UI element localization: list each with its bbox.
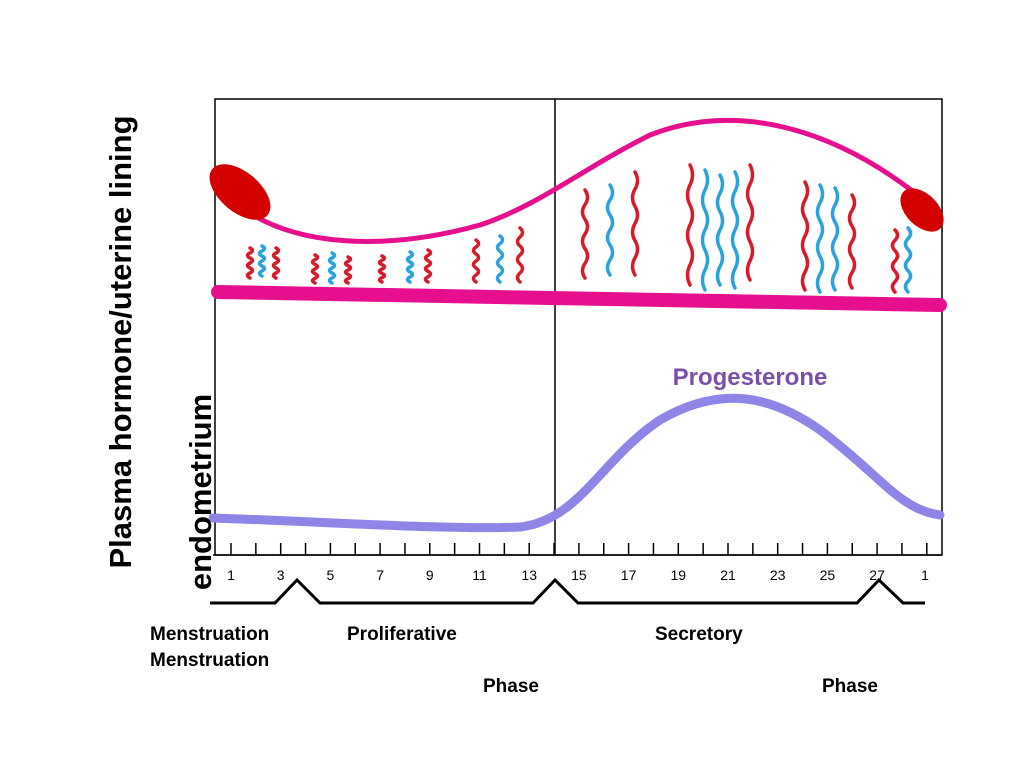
day-label: 27 [869, 567, 885, 583]
gland [471, 238, 481, 284]
gland [890, 228, 900, 294]
lining-base [211, 285, 947, 312]
day-label: 15 [571, 567, 587, 583]
gland [310, 253, 320, 285]
day-label: 19 [671, 567, 687, 583]
gland [715, 173, 725, 287]
gland [271, 246, 281, 280]
day-label: 11 [472, 567, 487, 583]
menses-blob [900, 188, 944, 232]
phase-label: Phase [822, 676, 878, 697]
day-label: 9 [426, 567, 434, 583]
gland [580, 188, 590, 280]
gland [495, 234, 505, 284]
curve-label: Progesterone [673, 364, 828, 391]
endometrium-glands [245, 163, 913, 294]
gland [377, 254, 387, 284]
gland [800, 180, 810, 292]
gland [847, 193, 857, 290]
day-label: 7 [376, 567, 384, 583]
axis-label: Plasma hormone/uterine lining [103, 115, 138, 568]
menses-blob [209, 164, 271, 220]
day-label: 23 [770, 567, 786, 583]
phase-label: Menstruation [150, 650, 269, 671]
gland [685, 163, 695, 287]
gland [745, 163, 755, 282]
phase-label: Menstruation [150, 624, 269, 645]
axis-label: endometrium [183, 394, 218, 590]
day-label: 25 [820, 567, 836, 583]
gland [423, 248, 433, 284]
gland [405, 250, 415, 284]
gland [515, 226, 525, 284]
gland [630, 170, 640, 277]
gland [730, 170, 740, 290]
gland [327, 251, 337, 285]
phase-label: Secretory [655, 624, 743, 645]
progesterone-curve [208, 393, 945, 533]
day-label: 13 [521, 567, 537, 583]
phase-line [210, 577, 925, 605]
gland [903, 226, 913, 294]
gland [257, 244, 267, 278]
day-label: 21 [720, 567, 736, 583]
day-label: 3 [277, 567, 285, 583]
day-label: 1 [921, 567, 929, 583]
gland [343, 255, 353, 285]
gland [830, 186, 840, 292]
gland [605, 183, 615, 277]
day-label: 5 [327, 567, 335, 583]
day-label: 1 [227, 567, 235, 583]
day-ticks [230, 543, 928, 555]
gland [245, 246, 255, 280]
phase-label: Phase [483, 676, 539, 697]
lining-top [230, 117, 932, 244]
day-label: 17 [621, 567, 637, 583]
phase-label: Proliferative [347, 624, 457, 645]
gland [700, 168, 710, 292]
gland [815, 183, 825, 294]
